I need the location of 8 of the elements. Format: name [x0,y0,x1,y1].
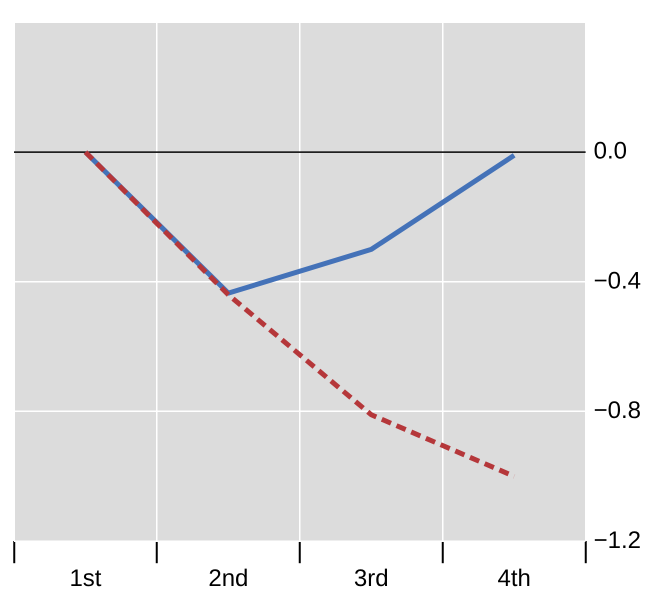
y-tick-label: −0.8 [594,397,642,424]
y-tick-label: −1.2 [594,526,642,554]
x-tick-label: 4th [497,565,531,592]
y-tick-label: −0.4 [594,267,642,294]
x-tick-label: 1st [69,565,102,592]
x-tick-label: 3rd [354,565,389,592]
x-tick-label: 2nd [208,565,248,592]
y-tick-label: 0.0 [594,138,627,165]
